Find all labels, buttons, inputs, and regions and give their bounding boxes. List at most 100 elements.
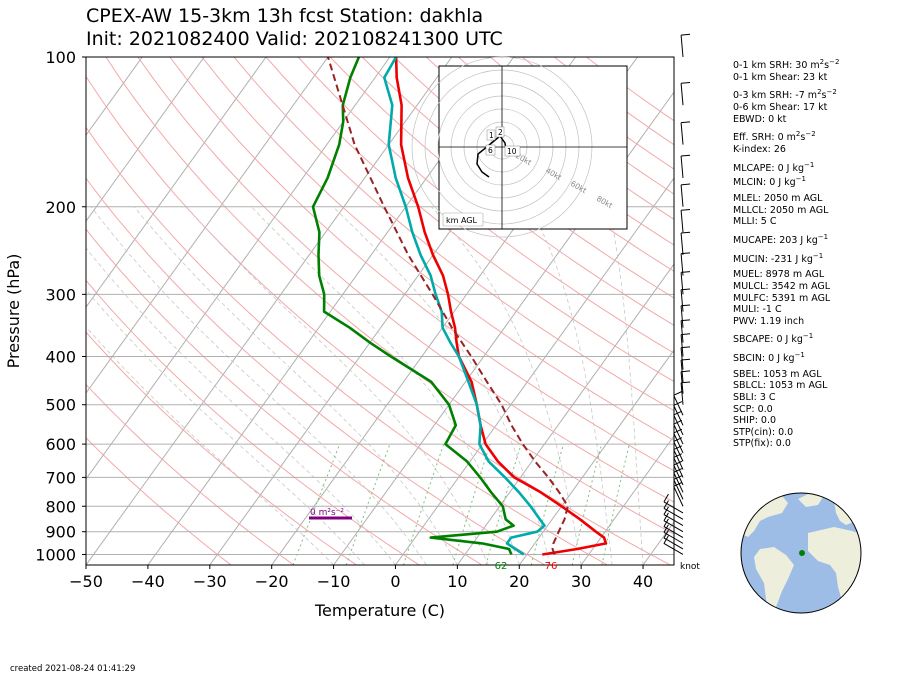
x-tick-label: −10 xyxy=(317,572,351,591)
moist-adiabat xyxy=(133,206,458,565)
index-unit-sup: −1 xyxy=(812,251,824,260)
isotherm-line xyxy=(86,57,267,308)
moist-adiabat xyxy=(251,206,520,565)
index-unit-sup: −2 xyxy=(826,88,837,97)
wet-bulb-or-dewpoint-profile xyxy=(311,57,515,556)
wind-barb xyxy=(673,441,684,462)
index-text: 0-6 km Shear: 17 kt xyxy=(733,102,828,114)
index-row: MULFC: 5391 m AGL xyxy=(733,293,839,305)
globe-land-greenland xyxy=(798,493,823,507)
y-tick-label: 1000 xyxy=(35,545,76,564)
wind-barb xyxy=(673,464,684,486)
y-tick-label: 200 xyxy=(45,198,76,217)
x-tick-label: 40 xyxy=(633,572,653,591)
wind-barb-flag xyxy=(681,154,691,157)
wind-barb-flag xyxy=(681,82,691,84)
wind-barb xyxy=(680,83,684,106)
index-row: MLLI: 5 C xyxy=(733,216,839,228)
index-text: STP(fix): 0.0 xyxy=(733,438,791,450)
moist-adiabat xyxy=(86,326,334,565)
hodo-unit-box xyxy=(442,212,484,227)
hodo-km-box xyxy=(485,144,496,156)
y-tick-label: 300 xyxy=(45,285,76,304)
hodo-km-box xyxy=(504,145,521,157)
wind-barb xyxy=(673,486,684,507)
wind-barb xyxy=(673,457,684,478)
isotherm-line xyxy=(86,57,329,394)
mixing-ratio-line xyxy=(403,443,445,565)
index-row: SBCAPE: 0 J kg−1 xyxy=(733,331,839,346)
hodograph-frame xyxy=(438,65,628,230)
index-unit-sup: 2 xyxy=(795,130,801,139)
globe-land-africa xyxy=(808,527,861,601)
wind-barbs xyxy=(663,33,691,555)
wind-barb-flag xyxy=(681,121,691,124)
index-text: K-index: 26 xyxy=(733,144,786,156)
y-tick-label: 400 xyxy=(45,348,76,367)
isotherm-line xyxy=(86,57,453,565)
index-row: 0-6 km Shear: 17 kt xyxy=(733,102,839,114)
globe-outline xyxy=(740,492,862,614)
mixing-ratio-line xyxy=(601,443,630,565)
wind-barb xyxy=(663,526,684,539)
index-row: EBWD: 0 kt xyxy=(733,114,839,126)
wind-barb xyxy=(663,531,684,544)
moist-adiabat xyxy=(529,206,613,565)
chart-subtitle: Init: 2021082400 Valid: 202108241300 UTC xyxy=(86,28,503,50)
index-row: STP(fix): 0.0 xyxy=(733,438,839,450)
index-text: SBEL: 1053 m AGL xyxy=(733,368,822,380)
index-unit-sup: −1 xyxy=(804,160,815,169)
dry-adiabat xyxy=(265,57,674,383)
index-row: MLCIN: 0 J kg−1 xyxy=(733,174,839,189)
index-text: MUCAPE: 203 J kg xyxy=(733,235,818,247)
x-tick-label: 10 xyxy=(447,572,467,591)
index-text: Eff. SRH: 0 m xyxy=(733,132,796,144)
chart-title: CPEX-AW 15-3km 13h fcst Station: dakhla xyxy=(86,5,484,27)
index-row: SBCIN: 0 J kg−1 xyxy=(733,350,839,365)
index-unit: s xyxy=(800,132,806,144)
globe-land-south-america xyxy=(754,547,794,613)
isotherm-line xyxy=(580,435,674,565)
temperature-profile xyxy=(394,57,608,556)
mixing-ratio-line xyxy=(485,443,522,565)
index-unit-sup: −1 xyxy=(802,332,814,341)
wind-barb-flag xyxy=(673,482,683,487)
moist-adiabat xyxy=(86,247,396,565)
surface-temperature-label: 76 xyxy=(545,561,558,572)
dry-adiabat xyxy=(86,126,608,565)
x-tick-label: 0 xyxy=(390,572,400,591)
index-unit-sup: −1 xyxy=(794,351,805,360)
index-text: STP(cin): 0.0 xyxy=(733,426,794,438)
index-row: 0-1 km Shear: 23 kt xyxy=(733,72,839,84)
index-row: SBEL: 1053 m AGL xyxy=(733,369,839,381)
index-row: PWV: 1.19 inch xyxy=(733,316,839,328)
wind-barb xyxy=(680,35,684,58)
dry-adiabat xyxy=(86,437,232,565)
wind-barb xyxy=(680,347,684,370)
wind-barb xyxy=(663,514,684,527)
parcel-profile xyxy=(327,57,569,555)
index-text: EBWD: 0 kt xyxy=(733,113,787,125)
wind-barb-flag xyxy=(681,183,691,186)
y-tick-label: 800 xyxy=(45,497,76,516)
hodo-unit-label: km AGL xyxy=(446,216,478,225)
surface-dewpoint-label: 62 xyxy=(495,561,508,572)
wind-barb xyxy=(680,155,684,178)
dry-adiabat xyxy=(297,57,674,354)
mixing-ratio-line xyxy=(345,443,391,565)
y-tick-label: 900 xyxy=(45,523,76,542)
created-timestamp: created 2021-08-24 01:41:29 xyxy=(10,664,136,674)
wind-barb xyxy=(663,537,684,550)
wind-barb xyxy=(673,405,684,426)
moist-adiabat xyxy=(431,206,582,565)
index-row: MLCAPE: 0 J kg−1 xyxy=(733,160,839,175)
wind-barb xyxy=(680,359,684,382)
wind-barb xyxy=(680,122,684,145)
srh-scale-label: 0 m²s⁻² xyxy=(310,508,344,518)
index-text: SCP: 0.0 xyxy=(733,403,773,415)
isotherm-line xyxy=(86,57,205,222)
index-row: MLLCL: 2050 m AGL xyxy=(733,205,839,217)
y-tick-label: 100 xyxy=(45,48,76,67)
wind-barb xyxy=(673,432,684,454)
wind-barb-flag xyxy=(663,518,669,527)
